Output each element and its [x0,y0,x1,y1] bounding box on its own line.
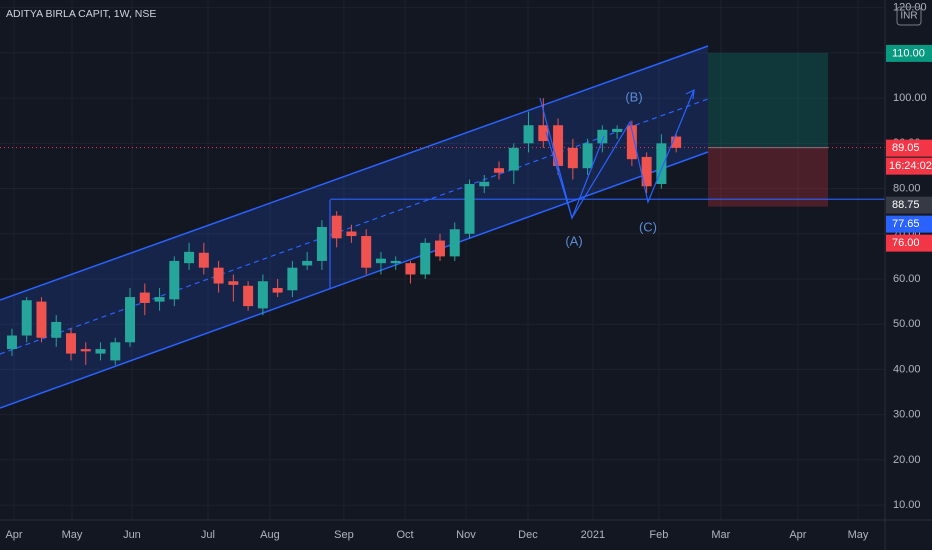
candle-body [494,168,505,173]
candle-body [95,349,106,354]
y-tick-label: 50.00 [893,318,921,330]
arrow-head [685,88,695,100]
candle-body [213,267,224,284]
candle-body [125,297,136,343]
stop-zone [708,147,828,207]
candle-body [612,128,623,133]
countdown: 16:24:02 [889,160,932,172]
candle-body [375,258,386,264]
candle-body [582,143,593,169]
candle-body [257,281,268,309]
price-label-box [886,234,932,252]
candle-body [331,215,342,239]
candle-body [405,263,416,275]
candle-body [36,301,47,338]
grid [0,0,885,520]
x-tick-label: May [62,529,83,541]
x-tick-label: Oct [396,529,413,541]
price-label: 110.00 [892,47,925,59]
y-tick-label: 20.00 [893,454,921,466]
candle-body [346,231,357,237]
y-tick-label: 80.00 [893,182,921,194]
annotation: (C) [639,219,657,234]
x-tick-label: Jun [123,529,141,541]
plot: (A) (B) (C) [0,52,885,365]
price-label-box [886,196,932,214]
candle-body [671,136,682,148]
y-tick-label: 100.00 [893,92,927,104]
price-label-box [886,44,932,62]
annotation: (B) [625,89,642,104]
candle-body [65,333,76,354]
x-tick-label: Jul [201,529,215,541]
candle-body [508,147,519,171]
annotation: (A) [565,233,582,248]
currency: INR [900,11,917,22]
candle-body [641,156,652,187]
candle-body [169,260,180,300]
y-tick-label: 30.00 [893,409,921,421]
candle-body [51,321,62,338]
x-tick-label: 2021 [581,529,605,541]
candle-body [597,129,608,144]
price-label: 77.65 [892,218,920,230]
candle-body [538,125,549,142]
channel-lower [0,151,709,409]
x-tick-label: Dec [518,529,538,541]
candle-body [567,147,578,169]
candle-body [523,125,534,144]
candle-body [626,125,637,160]
price-label: 88.75 [892,199,920,211]
price-label-box [886,215,932,233]
price-label: 89.05 [892,142,920,154]
y-tick-label: 40.00 [893,363,921,375]
x-tick-label: Mar [711,529,730,541]
abc-pattern [539,89,695,220]
candle-body [21,300,32,336]
candle-body [420,242,431,275]
candle-body [154,297,165,302]
candle-body [80,349,91,352]
x-tick-label: May [848,529,869,541]
x-tick-label: Apr [5,529,22,541]
abc-pattern-2 [545,131,605,220]
target-zone [708,52,828,148]
candle-body [316,226,327,261]
countdown-box [886,157,932,175]
candle-body [6,335,17,350]
candle-body [553,125,564,166]
y-tick-label: 10.00 [893,499,921,511]
channel-upper [0,45,709,301]
candle-body [449,229,460,257]
candle-body [110,342,121,361]
x-tick-label: Aug [260,529,280,541]
candle-body [434,240,445,257]
candle-body [243,285,254,307]
chart-title: ADITYA BIRLA CAPIT, 1W, NSE [6,8,156,20]
x-tick-label: Nov [456,529,476,541]
y-tick-label: 60.00 [893,273,921,285]
price-label-box [886,139,932,157]
candle-body [361,236,372,268]
candle-body [390,260,401,264]
x-tick-label: Feb [649,529,668,541]
y-tick-label: 120.00 [893,2,927,14]
candle-body [656,143,667,185]
candle-body [479,181,490,187]
currency-box [896,6,922,26]
x-tick-label: Sep [334,529,354,541]
candle-body [464,184,475,234]
candle-body [287,267,298,291]
price-label: 76.00 [892,237,920,249]
candle-body [139,292,150,303]
candle-body [198,252,209,268]
candle-body [302,260,313,266]
x-tick-label: Apr [789,529,806,541]
candle-body [272,288,283,293]
candle-body [228,281,239,285]
candle-body [184,251,195,264]
